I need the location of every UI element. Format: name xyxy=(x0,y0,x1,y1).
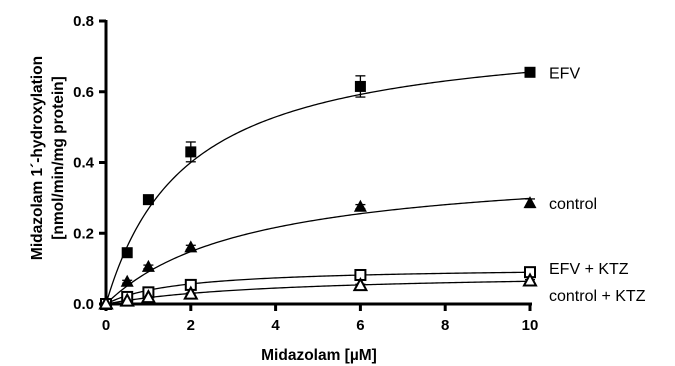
data-point xyxy=(524,66,536,78)
data-point xyxy=(140,289,157,304)
x-axis-title: Midazolam [µM] xyxy=(261,347,377,364)
data-point xyxy=(183,285,199,300)
x-tick-label: 4 xyxy=(271,317,280,334)
x-tick-label: 10 xyxy=(522,317,539,334)
data-point xyxy=(119,292,135,307)
x-tick-label: 2 xyxy=(187,317,195,334)
y-axis-title-line-2: [nmol/min/mg protein] xyxy=(50,76,67,240)
x-tick-label: 8 xyxy=(441,317,449,334)
data-point xyxy=(184,240,198,253)
axes xyxy=(104,20,532,306)
data-point xyxy=(120,274,134,287)
data-markers xyxy=(98,66,538,310)
y-axis-title-line-1: Midazolam 1´-hydroxylation xyxy=(29,56,46,260)
fit-curve-3 xyxy=(105,280,531,305)
fit-curve-0 xyxy=(105,71,531,305)
data-point xyxy=(121,247,133,259)
fit-curves xyxy=(105,71,531,305)
series-label: control + KTZ xyxy=(549,288,646,305)
fit-curve-1 xyxy=(105,197,531,305)
data-point xyxy=(141,259,155,272)
data-point xyxy=(98,295,114,310)
y-tick-label: 0.8 xyxy=(73,13,94,30)
y-tick-label: 0.6 xyxy=(73,84,94,101)
data-point xyxy=(142,194,154,206)
data-point xyxy=(523,196,537,209)
series-label: EFV xyxy=(549,65,580,82)
error-bars xyxy=(122,69,535,303)
data-point xyxy=(352,277,369,292)
data-point xyxy=(185,146,197,158)
y-tick-label: 0.0 xyxy=(73,296,94,313)
x-tick-label: 0 xyxy=(102,317,110,334)
data-point xyxy=(522,272,538,287)
data-point xyxy=(354,80,366,92)
x-ticks: 0 2 4 6 8 10 xyxy=(102,304,539,334)
y-tick-label: 0.2 xyxy=(73,225,94,242)
data-point xyxy=(353,199,367,212)
x-tick-label: 6 xyxy=(356,317,364,334)
fit-curve-2 xyxy=(105,271,531,305)
series-label: EFV + KTZ xyxy=(549,261,629,278)
series-label: control xyxy=(549,196,597,213)
y-tick-label: 0.4 xyxy=(73,155,95,172)
series-labels: EFV control EFV + KTZ control + KTZ xyxy=(549,65,646,305)
y-ticks: 0.0 0.2 0.4 0.6 0.8 xyxy=(73,13,106,313)
